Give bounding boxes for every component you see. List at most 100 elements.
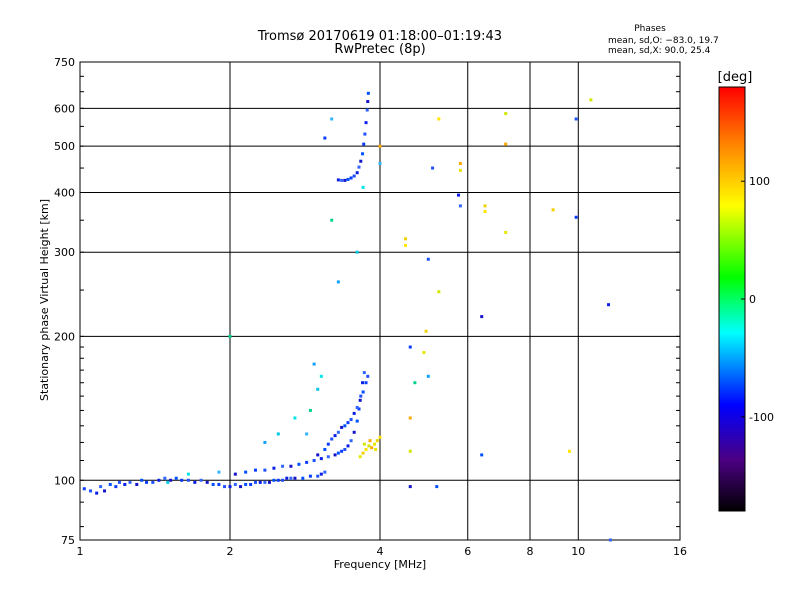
data-point bbox=[458, 204, 462, 208]
data-point bbox=[361, 390, 365, 394]
data-point bbox=[211, 482, 215, 486]
data-point bbox=[366, 100, 370, 104]
data-point bbox=[169, 478, 173, 482]
data-point bbox=[333, 453, 337, 457]
data-point bbox=[289, 476, 293, 480]
data-point bbox=[607, 303, 611, 307]
data-point bbox=[166, 480, 170, 484]
data-point bbox=[249, 482, 253, 486]
data-point bbox=[355, 419, 359, 423]
data-point bbox=[413, 381, 417, 385]
data-point bbox=[108, 482, 112, 486]
data-point bbox=[217, 482, 221, 486]
data-point bbox=[458, 168, 462, 172]
data-point bbox=[408, 485, 412, 489]
data-point bbox=[233, 472, 237, 476]
data-point bbox=[297, 462, 301, 466]
data-point bbox=[483, 204, 487, 208]
data-point bbox=[361, 451, 365, 455]
x-tick-label: 6 bbox=[464, 545, 471, 558]
data-point bbox=[244, 482, 248, 486]
data-point bbox=[330, 218, 334, 222]
data-point bbox=[323, 447, 327, 451]
data-point bbox=[174, 476, 178, 480]
data-point bbox=[364, 121, 368, 125]
data-point bbox=[186, 478, 190, 482]
data-point bbox=[99, 485, 103, 489]
x-axis-label: Frequency [MHz] bbox=[334, 558, 426, 571]
data-point bbox=[355, 171, 359, 175]
data-point bbox=[359, 159, 363, 163]
data-point bbox=[343, 178, 347, 182]
data-point bbox=[82, 487, 86, 491]
data-point bbox=[480, 453, 484, 457]
data-point bbox=[340, 449, 344, 453]
data-point bbox=[305, 432, 309, 436]
data-point bbox=[253, 480, 257, 484]
phase-info-x: mean, sd,X: 90.0, 25.4 bbox=[608, 46, 711, 56]
phase-info-o: mean, sd,O: −83.0, 19.7 bbox=[608, 36, 719, 46]
data-point bbox=[289, 464, 293, 468]
data-point bbox=[157, 478, 161, 482]
data-point bbox=[362, 142, 366, 146]
data-point bbox=[574, 215, 578, 219]
x-tick-label: 1 bbox=[77, 545, 84, 558]
data-point bbox=[272, 466, 276, 470]
data-point bbox=[368, 439, 372, 443]
y-tick-label: 600 bbox=[54, 102, 75, 115]
data-point bbox=[378, 144, 382, 148]
data-point bbox=[263, 480, 267, 484]
data-point bbox=[483, 210, 487, 214]
data-point bbox=[233, 482, 237, 486]
y-tick-label: 200 bbox=[54, 330, 75, 343]
data-point bbox=[403, 243, 407, 247]
data-point bbox=[426, 374, 430, 378]
chart-title: Tromsø 20170619 01:18:00–01:19:43 bbox=[257, 29, 502, 44]
data-point bbox=[128, 480, 132, 484]
data-point bbox=[567, 449, 571, 453]
data-point bbox=[352, 174, 356, 178]
data-point bbox=[375, 439, 379, 443]
data-point bbox=[352, 411, 356, 415]
data-point bbox=[362, 371, 366, 375]
data-point bbox=[323, 136, 327, 140]
data-point bbox=[316, 474, 320, 478]
colorbar-ticks: 100 0 -100 bbox=[741, 175, 774, 424]
data-point bbox=[199, 478, 203, 482]
data-point bbox=[330, 437, 334, 441]
data-point bbox=[343, 424, 347, 428]
data-point bbox=[365, 108, 369, 112]
data-point bbox=[301, 476, 305, 480]
data-point bbox=[358, 398, 362, 402]
data-point bbox=[263, 440, 267, 444]
data-point bbox=[140, 478, 144, 482]
data-point bbox=[276, 478, 280, 482]
data-point bbox=[408, 416, 412, 420]
y-tick-label: 400 bbox=[54, 186, 75, 199]
data-point bbox=[374, 447, 378, 451]
data-point bbox=[437, 117, 441, 121]
colorbar-title: [deg] bbox=[718, 70, 753, 85]
data-point bbox=[180, 478, 184, 482]
data-point bbox=[228, 334, 232, 338]
y-tick-label: 75 bbox=[61, 534, 75, 547]
data-point bbox=[293, 416, 297, 420]
data-point bbox=[403, 237, 407, 241]
data-point bbox=[336, 430, 340, 434]
data-point bbox=[426, 257, 430, 261]
data-point bbox=[319, 374, 323, 378]
x-tick-label: 16 bbox=[673, 545, 687, 558]
y-tick-label: 100 bbox=[54, 474, 75, 487]
data-point bbox=[123, 482, 127, 486]
data-point bbox=[336, 280, 340, 284]
data-point bbox=[551, 208, 555, 212]
data-point bbox=[352, 430, 356, 434]
data-point bbox=[340, 178, 344, 182]
y-tick-label: 500 bbox=[54, 140, 75, 153]
data-point bbox=[312, 362, 316, 366]
data-point bbox=[437, 290, 441, 294]
data-point bbox=[336, 178, 340, 182]
grid-layer bbox=[80, 62, 680, 540]
data-point bbox=[364, 381, 368, 385]
data-point bbox=[361, 185, 365, 189]
